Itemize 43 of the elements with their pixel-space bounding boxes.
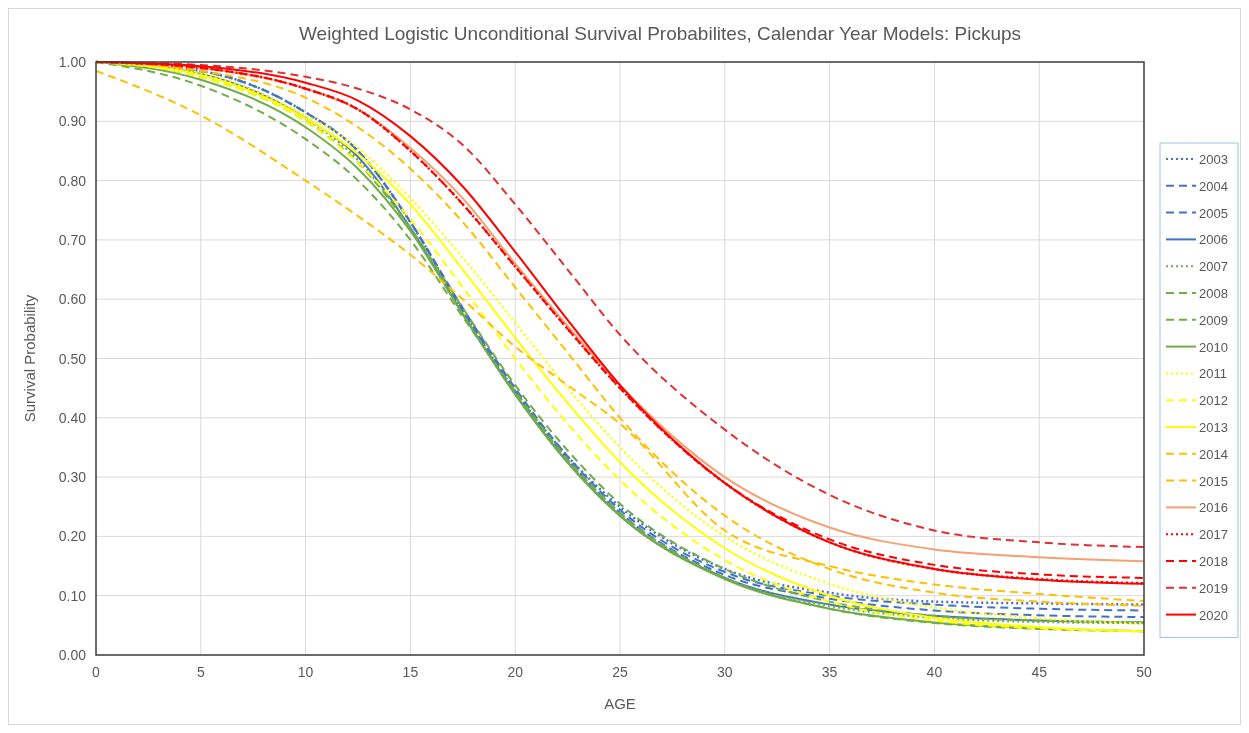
legend-label: 2019 xyxy=(1199,580,1228,596)
legend-label: 2009 xyxy=(1199,312,1228,328)
x-axis-title: AGE xyxy=(604,695,636,712)
x-tick-label: 50 xyxy=(1136,664,1152,680)
legend-label: 2003 xyxy=(1199,152,1228,167)
chart-title: Weighted Logistic Unconditional Survival Probabilites, Calendar Year Models: Pickups xyxy=(298,23,1022,44)
legend-label: 2015 xyxy=(1199,473,1228,489)
legend-label: 2007 xyxy=(1199,259,1228,275)
x-tick-label: 30 xyxy=(717,664,733,680)
x-tick-label: 20 xyxy=(507,664,524,680)
y-tick-label: 1.00 xyxy=(58,54,87,70)
legend-label: 2006 xyxy=(1199,232,1228,248)
legend-label: 2008 xyxy=(1199,286,1228,301)
y-tick-label: 0.80 xyxy=(58,172,87,189)
x-tick-label: 5 xyxy=(196,664,205,680)
y-tick-label: 0.30 xyxy=(58,469,87,486)
legend-label: 2010 xyxy=(1199,339,1228,355)
y-axis-title: Survival Probability xyxy=(21,294,38,423)
y-tick-label: 0.00 xyxy=(58,647,87,663)
y-tick-label: 0.90 xyxy=(58,113,87,130)
x-tick-label: 15 xyxy=(402,664,419,680)
legend-label: 2005 xyxy=(1199,205,1228,221)
x-tick-label: 35 xyxy=(821,664,838,680)
y-tick-label: 0.50 xyxy=(58,350,87,367)
legend-label: 2004 xyxy=(1199,178,1228,194)
y-tick-label: 0.70 xyxy=(58,231,87,248)
legend-label: 2013 xyxy=(1199,420,1228,435)
x-tick-label: 10 xyxy=(297,664,314,680)
legend-label: 2011 xyxy=(1199,366,1227,382)
y-tick-label: 0.40 xyxy=(58,409,87,426)
y-tick-label: 0.20 xyxy=(58,528,87,545)
y-tick-label: 0.60 xyxy=(58,291,87,308)
legend-label: 2014 xyxy=(1199,446,1228,462)
legend-label: 2012 xyxy=(1199,393,1228,409)
x-tick-label: 40 xyxy=(926,664,943,680)
y-tick-label: 0.10 xyxy=(58,587,87,604)
legend-label: 2020 xyxy=(1199,607,1228,623)
legend-label: 2017 xyxy=(1199,527,1228,543)
x-tick-label: 25 xyxy=(612,664,628,680)
legend-label: 2018 xyxy=(1199,554,1228,569)
x-tick-label: 45 xyxy=(1031,664,1048,680)
x-tick-label: 0 xyxy=(92,664,101,680)
legend-label: 2016 xyxy=(1199,500,1228,516)
